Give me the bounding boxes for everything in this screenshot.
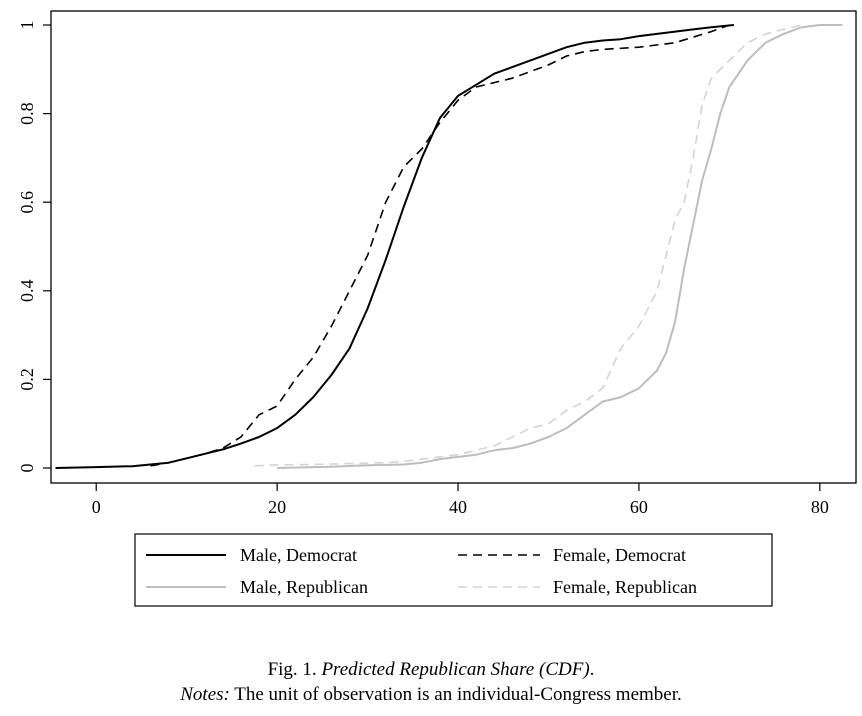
- figure-notes: Notes: The unit of observation is an ind…: [0, 683, 862, 707]
- legend-label-male-democrat: Male, Democrat: [240, 545, 357, 565]
- figure-label: Fig. 1.: [267, 659, 322, 680]
- plot-frame: [50, 10, 857, 484]
- x-tick-label: 40: [449, 497, 467, 517]
- notes-label: Notes:: [180, 684, 230, 705]
- legend-box: [134, 533, 773, 607]
- cdf-chart: 0 20 40 60 80 0 0.2 0.4 0.6 0.8 1 Male, Democrat F…: [17, 10, 857, 607]
- axes: 0 20 40 60 80 0 0.2 0.4 0.6 0.8 1: [17, 21, 829, 518]
- series-line-2: [277, 24, 843, 469]
- series-line-1: [150, 24, 730, 467]
- figure-title: Predicted Republican Share (CDF): [321, 659, 590, 680]
- notes-text: The unit of observation is an individual…: [229, 684, 682, 705]
- legend-label-male-republican: Male, Republican: [240, 577, 368, 597]
- series-line-3: [254, 24, 802, 467]
- legend: Male, Democrat Female, Democrat Male, Re…: [134, 533, 773, 607]
- series-line-0: [55, 24, 734, 469]
- legend-label-female-republican: Female, Republican: [553, 577, 697, 597]
- y-tick-label: 1: [17, 21, 37, 30]
- y-tick-label: 0.8: [17, 102, 37, 125]
- series-lines: [55, 24, 843, 469]
- y-tick-label: 0: [17, 464, 37, 473]
- y-tick-label: 0.2: [17, 368, 37, 391]
- figure-caption: Fig. 1. Predicted Republican Share (CDF)…: [0, 658, 862, 682]
- y-tick-label: 0.6: [17, 191, 37, 214]
- x-tick-label: 80: [811, 497, 829, 517]
- y-tick-label: 0.4: [17, 280, 37, 303]
- x-tick-label: 20: [268, 497, 286, 517]
- x-tick-label: 0: [92, 497, 101, 517]
- legend-label-female-democrat: Female, Democrat: [553, 545, 686, 565]
- figure-title-end: .: [589, 659, 595, 680]
- x-tick-label: 60: [630, 497, 648, 517]
